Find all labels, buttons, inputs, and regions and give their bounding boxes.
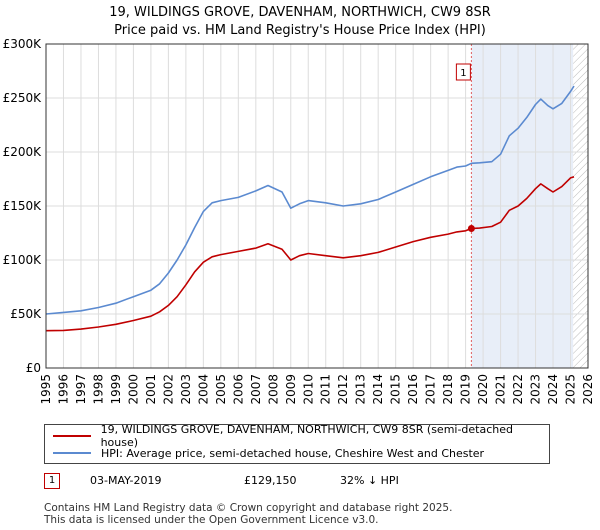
price-chart: £0 £50K £100K £150K £200K £250K £300K 1995 1996 1… xyxy=(3,37,595,405)
x-tick-label: 2005 xyxy=(214,374,228,405)
x-tick-label: 2025 xyxy=(564,374,578,405)
legend-swatch-price xyxy=(53,435,91,437)
annotation-label: 1 xyxy=(460,68,466,79)
x-tick-label: 2015 xyxy=(389,374,403,405)
transaction-number: 1 xyxy=(44,473,60,489)
chart-subtitle: Price paid vs. HM Land Registry's House … xyxy=(114,23,486,38)
x-tick-label: 2003 xyxy=(179,374,193,405)
x-tick-label: 2023 xyxy=(529,374,543,405)
x-tick-label: 2017 xyxy=(424,374,438,405)
x-tick-label: 2014 xyxy=(371,374,385,405)
legend-entry-price: 19, WILDINGS GROVE, DAVENHAM, NORTHWICH,… xyxy=(53,423,549,449)
sale-point-marker xyxy=(467,225,475,233)
x-tick-label: 1996 xyxy=(56,374,70,405)
x-tick-label: 2008 xyxy=(266,374,280,405)
x-tick-label: 1997 xyxy=(74,374,88,405)
footer-licence: This data is licensed under the Open Gov… xyxy=(44,514,379,526)
x-tick-label: 2019 xyxy=(459,374,473,405)
x-tick-label: 2009 xyxy=(284,374,298,405)
transaction-date: 03-MAY-2019 xyxy=(90,474,162,487)
x-tick-label: 2021 xyxy=(494,374,508,405)
legend-entry-hpi: HPI: Average price, semi-detached house,… xyxy=(53,445,484,461)
series-line-price-paid xyxy=(45,176,575,332)
x-tick-label: 2011 xyxy=(319,374,333,405)
plot-frame xyxy=(45,43,589,369)
y-tick-label: £100K xyxy=(3,253,43,267)
x-tick-label: 2026 xyxy=(581,374,595,405)
y-tick-label: £200K xyxy=(3,145,43,159)
y-tick-label: £0 xyxy=(26,361,41,375)
transaction-price: £129,150 xyxy=(244,474,297,487)
x-tick-label: 1999 xyxy=(109,374,123,405)
x-tick-label: 2022 xyxy=(511,374,525,405)
x-tick-label: 2001 xyxy=(144,374,158,405)
chart-title: 19, WILDINGS GROVE, DAVENHAM, NORTHWICH,… xyxy=(109,5,491,20)
x-tick-label: 2016 xyxy=(406,374,420,405)
x-tick-label: 1998 xyxy=(91,374,105,405)
x-tick-label: 2012 xyxy=(336,374,350,405)
legend-swatch-hpi xyxy=(53,452,91,454)
x-tick-label: 2018 xyxy=(441,374,455,405)
y-tick-label: £300K xyxy=(3,37,43,51)
x-tick-label: 2024 xyxy=(546,374,560,405)
x-tick-label: 2000 xyxy=(126,374,140,405)
x-tick-label: 2006 xyxy=(231,374,245,405)
x-tick-label: 2013 xyxy=(354,374,368,405)
x-tick-label: 1995 xyxy=(39,374,53,405)
y-tick-label: £50K xyxy=(10,307,42,321)
legend-label-price: 19, WILDINGS GROVE, DAVENHAM, NORTHWICH,… xyxy=(100,423,514,449)
series-line-hpi xyxy=(45,85,575,315)
legend-label-hpi: HPI: Average price, semi-detached house,… xyxy=(101,446,485,460)
y-tick-label: £250K xyxy=(3,91,43,105)
x-tick-label: 2010 xyxy=(301,374,315,405)
x-tick-label: 2002 xyxy=(161,374,175,405)
annotation-box xyxy=(455,63,471,81)
x-tick-label: 2020 xyxy=(476,374,490,405)
x-tick-label: 2004 xyxy=(196,374,210,405)
x-tick-label: 2007 xyxy=(249,374,263,405)
transaction-hpi-diff: 32% ↓ HPI xyxy=(340,474,399,487)
footer-copyright: Contains HM Land Registry data © Crown c… xyxy=(44,502,453,514)
transaction-row: 1 03-MAY-2019 £129,150 32% ↓ HPI xyxy=(44,473,564,493)
y-tick-label: £150K xyxy=(3,199,43,213)
chart-legend: 19, WILDINGS GROVE, DAVENHAM, NORTHWICH,… xyxy=(44,423,550,464)
